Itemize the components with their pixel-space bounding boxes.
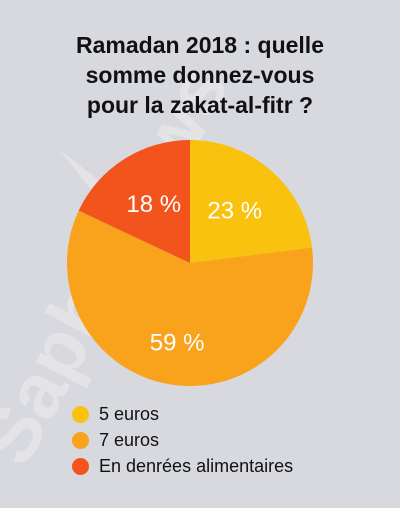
title-line-2: somme donnez-vous <box>85 62 315 88</box>
title-line-1: Ramadan 2018 : quelle <box>76 32 324 58</box>
legend-swatch-denrees <box>72 457 89 475</box>
legend-label-7-euros: 7 euros <box>99 429 160 450</box>
chart-title: Ramadan 2018 : quelle somme donnez-vous … <box>0 30 400 120</box>
pie-label-7-euros: 59 % <box>150 330 205 357</box>
legend-swatch-5-euros <box>72 405 89 423</box>
legend-label-denrees: En denrées alimentaires <box>99 455 294 476</box>
legend-item-7-euros: 7 euros <box>72 427 293 453</box>
title-line-3: pour la zakat-al-fitr ? <box>86 92 314 118</box>
legend-label-5-euros: 5 euros <box>99 403 160 424</box>
pie-slice-7-euros <box>67 210 313 387</box>
legend-item-denrees: En denrées alimentaires <box>72 453 293 479</box>
legend-item-5-euros: 5 euros <box>72 401 293 427</box>
pie-slice-denrees <box>78 140 190 263</box>
pie-slice-5-euros <box>190 140 313 263</box>
legend: 5 euros 7 euros En denrées alimentaires <box>72 401 293 479</box>
pie-label-5-euros: 23 % <box>207 198 262 225</box>
pie-label-denrees: 18 % <box>126 191 181 218</box>
legend-swatch-7-euros <box>72 431 89 449</box>
